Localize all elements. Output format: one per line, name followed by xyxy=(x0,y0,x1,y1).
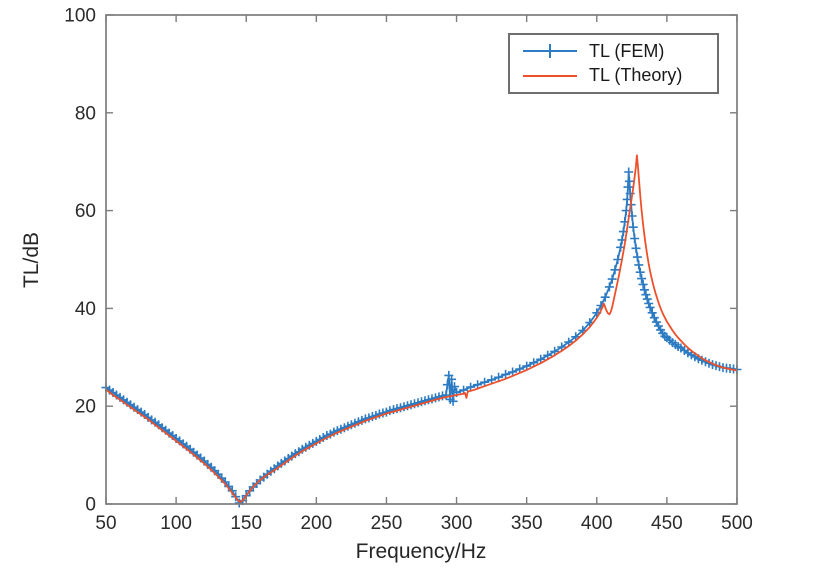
y-tick-label: 0 xyxy=(85,495,96,516)
series-theory xyxy=(105,154,738,503)
x-tick-label: 400 xyxy=(581,513,613,534)
theory-line-swatch xyxy=(523,74,577,77)
legend: TL (FEM) TL (Theory) xyxy=(508,33,719,94)
y-tick-label: 20 xyxy=(75,397,96,418)
x-tick-label: 200 xyxy=(300,513,332,534)
y-axis-label: TL/dB xyxy=(20,231,43,289)
y-tick-label: 60 xyxy=(75,201,96,222)
series-fem xyxy=(101,167,742,508)
x-tick-label: 350 xyxy=(511,513,543,534)
x-axis-label: Frequency/Hz xyxy=(355,540,487,563)
x-tick-label: 50 xyxy=(95,513,116,534)
y-tick-label: 100 xyxy=(64,6,96,27)
x-tick-label: 300 xyxy=(441,513,473,534)
y-tick-label: 80 xyxy=(75,103,96,124)
axes-frame: 50 100 150 200 250 300 350 400 450 500 0 20 40 60 80 10… xyxy=(64,6,753,535)
x-tick-label: 150 xyxy=(230,513,262,534)
legend-item-fem: TL (FEM) xyxy=(520,41,707,62)
fem-line-swatch xyxy=(523,44,577,59)
x-tick-label: 450 xyxy=(651,513,683,534)
legend-label-fem: TL (FEM) xyxy=(589,40,665,61)
plus-marker-icon xyxy=(543,44,557,59)
fem-plus-markers xyxy=(101,167,742,508)
legend-item-theory: TL (Theory) xyxy=(520,65,707,86)
x-tick-label: 100 xyxy=(160,513,192,534)
x-tick-label: 250 xyxy=(371,513,403,534)
legend-label-theory: TL (Theory) xyxy=(589,65,683,86)
x-tick-label: 500 xyxy=(721,513,753,534)
y-tick-label: 40 xyxy=(75,299,96,320)
